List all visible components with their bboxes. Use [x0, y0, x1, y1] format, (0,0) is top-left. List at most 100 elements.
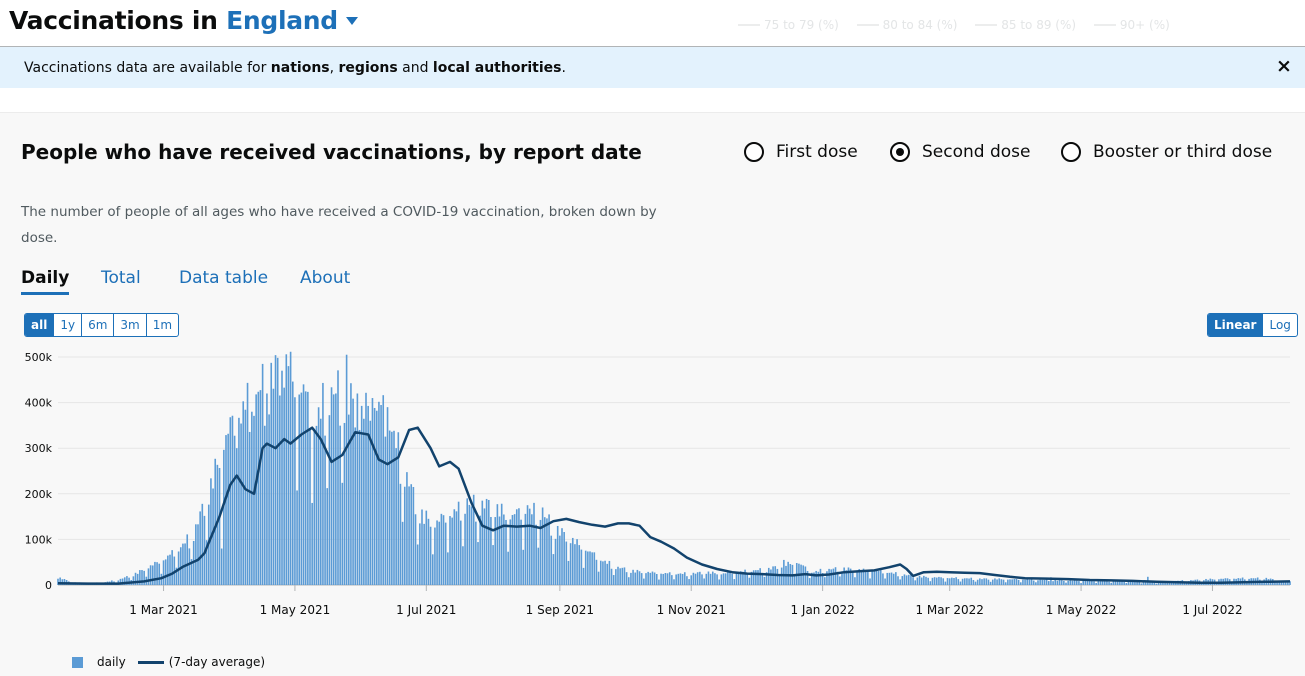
daily-bar [942, 578, 945, 585]
daily-bar [136, 573, 139, 585]
daily-bar [384, 436, 387, 585]
area-name[interactable]: England [226, 6, 338, 35]
daily-bar [1125, 583, 1128, 585]
radio-circle-icon[interactable] [1061, 142, 1081, 162]
daily-bar [335, 393, 337, 585]
daily-bar [651, 571, 654, 585]
close-icon[interactable]: × [1276, 55, 1292, 77]
daily-bar [1153, 582, 1156, 585]
daily-bar [668, 572, 671, 585]
daily-bar [291, 381, 294, 585]
range-all-button[interactable]: all [25, 314, 54, 336]
daily-bar [832, 568, 835, 585]
range-1y-button[interactable]: 1y [53, 314, 81, 336]
daily-bar [281, 370, 283, 585]
scale-log-button[interactable]: Log [1262, 314, 1296, 336]
daily-bar [903, 574, 906, 585]
daily-bar [729, 572, 731, 585]
radio-second-dose[interactable]: Second dose [890, 142, 1030, 162]
daily-bar [356, 393, 359, 585]
radio-first-dose[interactable]: First dose [744, 142, 858, 162]
tab-total[interactable]: Total [101, 268, 141, 288]
local-authorities-link[interactable]: local authorities [432, 60, 562, 76]
daily-bar [462, 546, 464, 585]
daily-bar [606, 563, 609, 585]
background-legend-item: 90+ (%) [1093, 18, 1170, 32]
x-tick-label: 1 Jan 2022 [790, 603, 854, 617]
daily-bar [1108, 581, 1110, 585]
daily-bar [851, 571, 854, 585]
daily-bar [690, 575, 693, 585]
daily-bar [442, 515, 445, 585]
daily-bar [304, 391, 307, 585]
radio-label[interactable]: Second dose [922, 142, 1031, 162]
daily-bar [317, 407, 320, 585]
daily-bar [225, 435, 227, 585]
y-tick-label: 300k [25, 442, 53, 455]
daily-bar [457, 501, 460, 585]
daily-bar [748, 577, 751, 585]
daily-bar [630, 572, 632, 585]
daily-bar [658, 579, 660, 585]
daily-bar [139, 570, 141, 585]
daily-bar [804, 566, 807, 585]
background-legend: 75 to 79 (%) 80 to 84 (%) 85 to 89 (%) 9… [738, 18, 1184, 32]
daily-bar [976, 579, 979, 585]
radio-selected-icon[interactable] [890, 142, 910, 162]
range-1m-button[interactable]: 1m [145, 314, 178, 336]
daily-bar [886, 572, 889, 585]
radio-booster-dose[interactable]: Booster or third dose [1061, 142, 1272, 162]
daily-bar [434, 527, 436, 585]
daily-bar [776, 568, 779, 585]
daily-bar [128, 577, 130, 585]
daily-bar [733, 579, 736, 585]
chart-average-line [57, 426, 1291, 585]
scale-linear-button[interactable]: Linear [1208, 314, 1263, 336]
regions-link[interactable]: regions [338, 60, 398, 76]
daily-bar [705, 573, 708, 585]
legend-line-icon [1093, 24, 1116, 26]
daily-bar [679, 573, 682, 585]
daily-bar [718, 579, 721, 585]
daily-bar [905, 575, 908, 585]
daily-bar [298, 394, 301, 585]
x-tick-label: 1 Nov 2021 [657, 603, 726, 617]
x-tick-label: 1 May 2022 [1046, 603, 1117, 617]
daily-bar [1095, 582, 1097, 585]
area-selector[interactable]: England [226, 6, 358, 35]
daily-bar [313, 428, 316, 585]
caret-down-icon[interactable] [345, 17, 358, 25]
tab-about[interactable]: About [300, 268, 351, 288]
daily-bar [699, 571, 701, 585]
daily-bar [923, 575, 925, 585]
range-3m-button[interactable]: 3m [113, 314, 145, 336]
daily-bar [453, 509, 456, 585]
tab-daily[interactable]: Daily [21, 268, 70, 295]
daily-bar [296, 490, 298, 585]
range-6m-button[interactable]: 6m [81, 314, 113, 336]
daily-bar [238, 417, 240, 585]
radio-label[interactable]: First dose [776, 142, 858, 162]
radio-circle-icon[interactable] [744, 142, 764, 162]
daily-bar [1289, 581, 1291, 585]
daily-bar [490, 516, 492, 585]
daily-bar [1116, 581, 1119, 585]
daily-bar [1119, 580, 1121, 585]
legend-line-icon [738, 24, 760, 26]
tab-data-table[interactable]: Data table [179, 268, 269, 288]
daily-bar [582, 567, 585, 585]
x-axis: 1 Mar 2021 1 May 2021 1 Jul 2021 1 Sep 2021… [129, 585, 1243, 617]
daily-bar [354, 427, 357, 585]
daily-bar [767, 567, 770, 585]
radio-label[interactable]: Booster or third dose [1093, 142, 1273, 162]
daily-bar [845, 570, 848, 585]
daily-bar [862, 568, 865, 585]
daily-bar [464, 513, 466, 585]
daily-bar [1164, 581, 1166, 585]
daily-bar [455, 511, 458, 585]
nations-link[interactable]: nations [270, 60, 330, 76]
daily-bar [319, 418, 322, 585]
daily-bar [875, 570, 878, 585]
daily-bar [1026, 579, 1029, 585]
daily-bar [1017, 579, 1020, 585]
